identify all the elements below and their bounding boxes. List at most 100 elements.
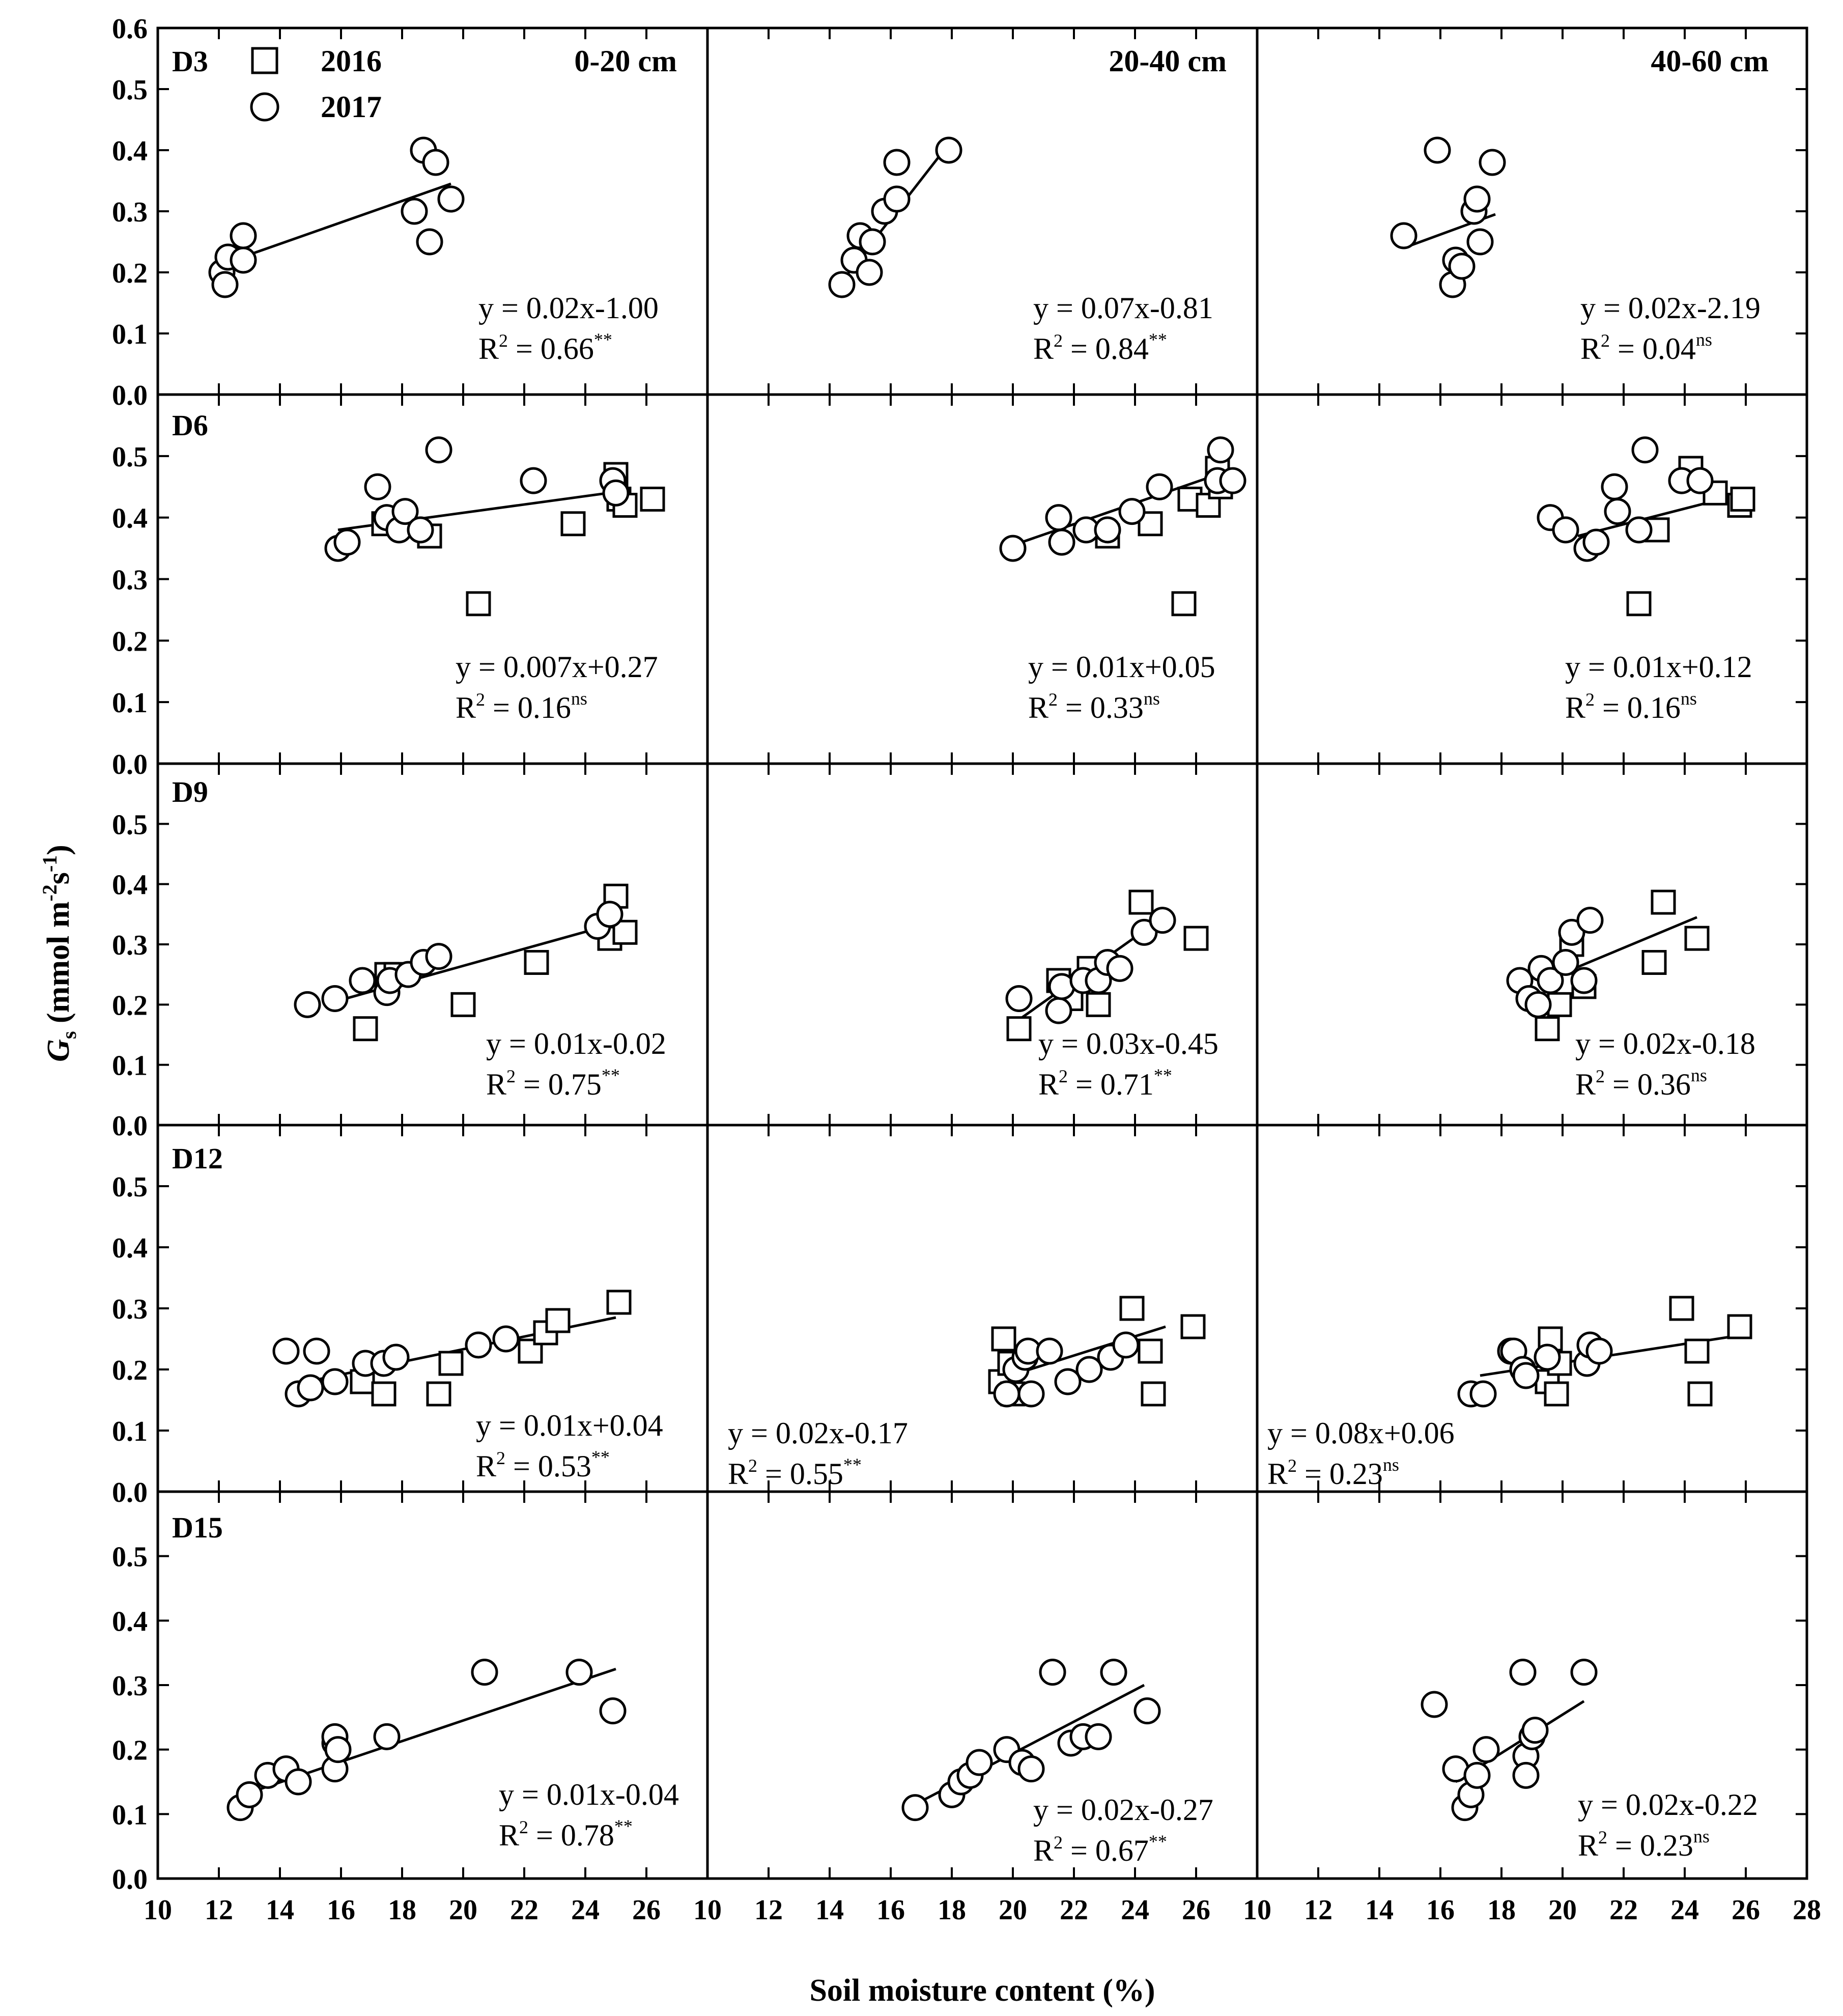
point-2017: [1039, 1659, 1066, 1686]
point-2017: [1036, 1337, 1063, 1365]
point-2016: [640, 486, 665, 512]
y-tick-label: 0.3: [112, 1670, 148, 1702]
y-tick-label: 0.5: [112, 809, 148, 841]
point-2017: [321, 985, 349, 1012]
equation-label: y = 0.08x+0.06: [1267, 1416, 1455, 1450]
y-tick-label: 0.5: [112, 1171, 148, 1203]
r2-exponent: 2: [519, 1817, 528, 1837]
r2-label: R2 = 0.78**: [499, 1816, 633, 1852]
x-tick-label: 12: [1304, 1894, 1332, 1926]
point-2017: [1625, 516, 1653, 544]
point-2017: [437, 185, 465, 213]
point-2017: [1390, 222, 1417, 249]
r2-exponent: 2: [748, 1455, 757, 1476]
point-2016: [450, 992, 476, 1017]
point-2017: [236, 1781, 263, 1808]
y-tick-label: 0.0: [112, 1864, 148, 1895]
point-2017: [1075, 1356, 1103, 1383]
point-2017: [1100, 1659, 1127, 1686]
point-2016: [1006, 1016, 1032, 1042]
point-2017: [1521, 1717, 1549, 1744]
significance-mark: **: [1149, 329, 1167, 350]
point-2017: [303, 1337, 330, 1365]
point-2017: [859, 228, 886, 256]
point-2016: [1730, 486, 1755, 512]
point-2016: [1669, 1296, 1694, 1321]
r2-label: R2 = 0.04ns: [1580, 329, 1712, 366]
y-tick-label: 0.1: [112, 1050, 148, 1082]
point-2016: [1687, 1381, 1713, 1407]
point-2017: [935, 136, 962, 164]
significance-mark: ns: [1383, 1454, 1399, 1475]
r2-symbol: R: [456, 691, 476, 724]
point-2016: [1128, 889, 1154, 915]
r2-symbol: R: [499, 1818, 519, 1852]
y-tick-label: 0.1: [112, 1416, 148, 1447]
x-tick-label: 10: [144, 1894, 172, 1926]
significance-mark: ns: [571, 688, 587, 709]
equation-label: y = 0.01x+0.04: [476, 1409, 663, 1442]
r2-value: = 0.04: [1610, 332, 1696, 366]
point-2017: [1472, 1736, 1500, 1763]
point-2016: [1119, 1296, 1145, 1321]
row-tag-D6: D6: [172, 409, 208, 442]
r2-exponent: 2: [1054, 330, 1063, 351]
row-tag-D3: D3: [172, 45, 208, 78]
y-axis-title-part: s: [41, 872, 76, 884]
row-tag-D15: D15: [172, 1511, 223, 1544]
point-2017: [828, 271, 856, 298]
equation-label: y = 0.02x-0.18: [1575, 1027, 1755, 1060]
x-tick-label: 26: [1732, 1894, 1760, 1926]
y-axis-title: Gs (mmol m-2s-1): [38, 845, 80, 1062]
r2-label: R2 = 0.55**: [728, 1454, 862, 1491]
x-tick-label: 18: [388, 1894, 416, 1926]
point-2017: [856, 259, 883, 286]
point-2016: [1641, 950, 1667, 975]
point-2017: [1448, 253, 1476, 280]
r2-value: = 0.66: [508, 332, 594, 366]
r2-value: = 0.23: [1607, 1829, 1693, 1862]
r2-symbol: R: [1580, 332, 1601, 366]
point-2017: [1512, 1362, 1540, 1389]
point-2016: [1544, 1381, 1569, 1407]
regression-line: [224, 182, 451, 265]
point-2016: [426, 1381, 451, 1407]
point-2017: [883, 149, 911, 176]
panel-frame-r1-c1: [706, 393, 1259, 765]
row-tag-D9: D9: [172, 775, 208, 808]
panel-frame-r2-c1: [706, 762, 1259, 1127]
point-2017: [1045, 504, 1072, 531]
r2-value: = 0.78: [528, 1818, 614, 1852]
r2-label: R2 = 0.36ns: [1575, 1065, 1707, 1101]
x-tick-label: 16: [1426, 1894, 1455, 1926]
point-2017: [465, 1331, 492, 1359]
equation-label: y = 0.01x-0.02: [486, 1027, 666, 1060]
point-2017: [1424, 136, 1451, 164]
point-2016: [1180, 1314, 1206, 1339]
point-2017: [324, 1736, 352, 1763]
x-tick-label: 22: [1060, 1894, 1088, 1926]
r2-label: R2 = 0.16ns: [1565, 688, 1697, 724]
point-2017: [565, 1659, 593, 1686]
point-2016: [371, 1381, 396, 1407]
depth-label: 40-60 cm: [1651, 44, 1769, 78]
r2-value: = 0.53: [505, 1449, 591, 1483]
legend-label-2016: 2016: [321, 44, 382, 78]
r2-value: = 0.23: [1297, 1457, 1383, 1491]
panel-r4-c2: [1421, 1659, 1598, 1822]
point-2017: [349, 967, 376, 994]
point-2017: [1558, 918, 1585, 946]
point-2017: [999, 535, 1027, 562]
y-tick-label: 0.2: [112, 990, 148, 1021]
point-2017: [272, 1337, 300, 1365]
significance-mark: ns: [1681, 688, 1697, 709]
r2-symbol: R: [1033, 1834, 1054, 1867]
point-2017: [1631, 436, 1659, 464]
panel-frame-r0-c2: [1256, 26, 1808, 396]
plot-grid: [156, 26, 1808, 1880]
r2-value: = 0.36: [1605, 1068, 1691, 1101]
y-tick-label: 0.5: [112, 1542, 148, 1573]
y-tick-label: 0.4: [112, 503, 148, 535]
r2-label: R2 = 0.23ns: [1578, 1826, 1710, 1862]
point-2017: [901, 1794, 929, 1822]
